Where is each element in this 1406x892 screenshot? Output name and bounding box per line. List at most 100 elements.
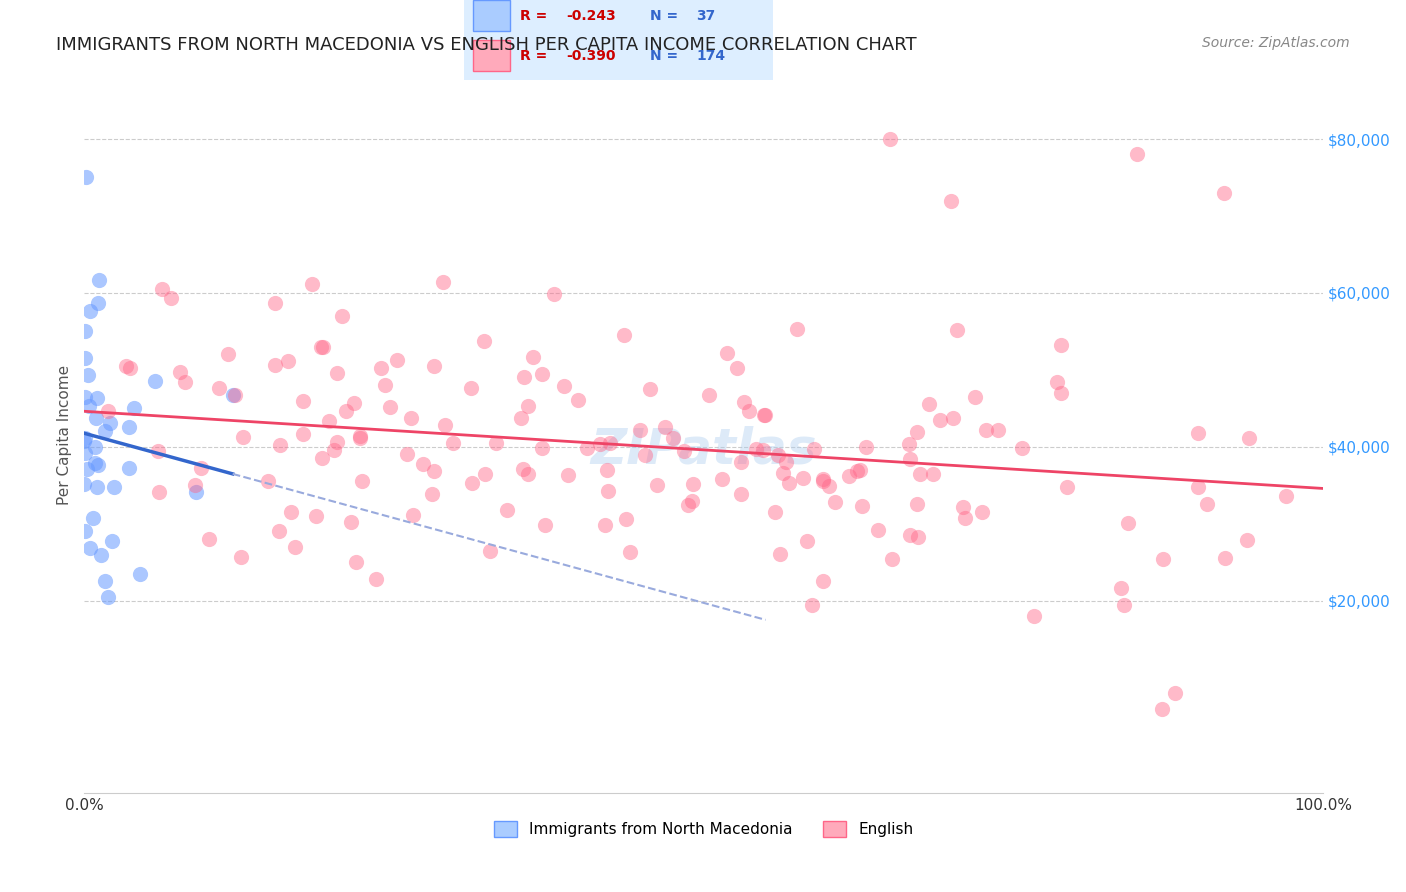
Point bbox=[946, 323, 969, 337]
Point bbox=[786, 322, 808, 336]
Point bbox=[305, 508, 328, 523]
Point bbox=[395, 446, 418, 460]
Point bbox=[1152, 552, 1174, 566]
Legend: Immigrants from North Macedonia, English: Immigrants from North Macedonia, English bbox=[488, 815, 920, 843]
Point bbox=[84, 441, 107, 455]
Point bbox=[115, 359, 138, 373]
Point bbox=[122, 401, 145, 415]
Point bbox=[907, 530, 929, 544]
Point bbox=[879, 132, 901, 146]
Point bbox=[1213, 186, 1236, 200]
Point bbox=[1022, 609, 1045, 624]
Point bbox=[638, 382, 661, 396]
Point bbox=[460, 476, 482, 491]
Point bbox=[803, 442, 825, 457]
Point bbox=[420, 487, 443, 501]
Point bbox=[301, 277, 323, 292]
Point bbox=[849, 463, 872, 477]
Bar bbox=[474, 0, 510, 31]
Bar bbox=[474, 40, 510, 71]
Point bbox=[801, 598, 824, 612]
Point bbox=[1046, 375, 1069, 389]
Point bbox=[472, 334, 495, 348]
Point bbox=[169, 365, 191, 379]
Point bbox=[184, 484, 207, 499]
Point bbox=[97, 591, 120, 605]
Point bbox=[87, 273, 110, 287]
Point bbox=[866, 523, 889, 537]
Point bbox=[229, 549, 252, 564]
Point bbox=[75, 351, 97, 365]
Point bbox=[613, 328, 636, 343]
Point bbox=[378, 401, 401, 415]
Point bbox=[725, 361, 748, 376]
Point bbox=[619, 545, 641, 559]
Point bbox=[224, 388, 246, 402]
Point bbox=[557, 468, 579, 483]
Point bbox=[974, 423, 997, 437]
Point bbox=[79, 541, 101, 555]
Point bbox=[86, 480, 108, 494]
Point bbox=[460, 380, 482, 394]
Point bbox=[101, 533, 124, 548]
Point bbox=[76, 461, 98, 475]
Point bbox=[754, 408, 776, 422]
Point bbox=[412, 458, 434, 472]
Point bbox=[423, 463, 446, 477]
Point bbox=[824, 495, 846, 509]
Point bbox=[588, 437, 610, 451]
Point bbox=[898, 528, 921, 542]
Point bbox=[311, 450, 333, 465]
Point bbox=[344, 555, 367, 569]
Point bbox=[553, 379, 575, 393]
Point bbox=[516, 467, 538, 481]
Point bbox=[1195, 497, 1218, 511]
Point bbox=[87, 458, 110, 472]
Point bbox=[232, 430, 254, 444]
Point bbox=[534, 517, 557, 532]
Point bbox=[75, 170, 97, 185]
Point bbox=[94, 574, 117, 588]
Point bbox=[1011, 441, 1033, 455]
Point bbox=[77, 400, 100, 414]
Point bbox=[292, 426, 315, 441]
Point bbox=[75, 390, 97, 404]
Point bbox=[349, 432, 371, 446]
Point bbox=[399, 411, 422, 425]
Point bbox=[350, 475, 373, 489]
Point bbox=[1236, 533, 1258, 548]
Point bbox=[918, 397, 941, 411]
Point bbox=[326, 434, 349, 449]
Point bbox=[970, 505, 993, 519]
Point bbox=[118, 461, 141, 475]
Point bbox=[599, 436, 621, 450]
Point bbox=[845, 464, 868, 478]
Text: IMMIGRANTS FROM NORTH MACEDONIA VS ENGLISH PER CAPITA INCOME CORRELATION CHART: IMMIGRANTS FROM NORTH MACEDONIA VS ENGLI… bbox=[56, 36, 917, 54]
Point bbox=[1109, 581, 1132, 595]
Point bbox=[509, 410, 531, 425]
Point bbox=[595, 518, 617, 533]
Text: Source: ZipAtlas.com: Source: ZipAtlas.com bbox=[1202, 36, 1350, 50]
Point bbox=[93, 424, 115, 438]
Point bbox=[952, 500, 974, 515]
Point bbox=[84, 410, 107, 425]
Point bbox=[897, 437, 920, 451]
Point bbox=[128, 566, 150, 581]
Point bbox=[150, 282, 173, 296]
Point bbox=[318, 414, 340, 428]
Point bbox=[775, 455, 797, 469]
Point bbox=[257, 474, 280, 488]
Point bbox=[778, 476, 800, 491]
Point bbox=[745, 442, 768, 456]
Point bbox=[905, 425, 928, 440]
Point bbox=[190, 461, 212, 475]
Point bbox=[385, 353, 408, 368]
Point bbox=[654, 420, 676, 434]
Point bbox=[851, 499, 873, 513]
Text: 174: 174 bbox=[696, 49, 725, 63]
Point bbox=[174, 375, 197, 389]
Point bbox=[769, 547, 792, 561]
Point bbox=[662, 431, 685, 445]
Point bbox=[596, 483, 619, 498]
Point bbox=[79, 304, 101, 318]
